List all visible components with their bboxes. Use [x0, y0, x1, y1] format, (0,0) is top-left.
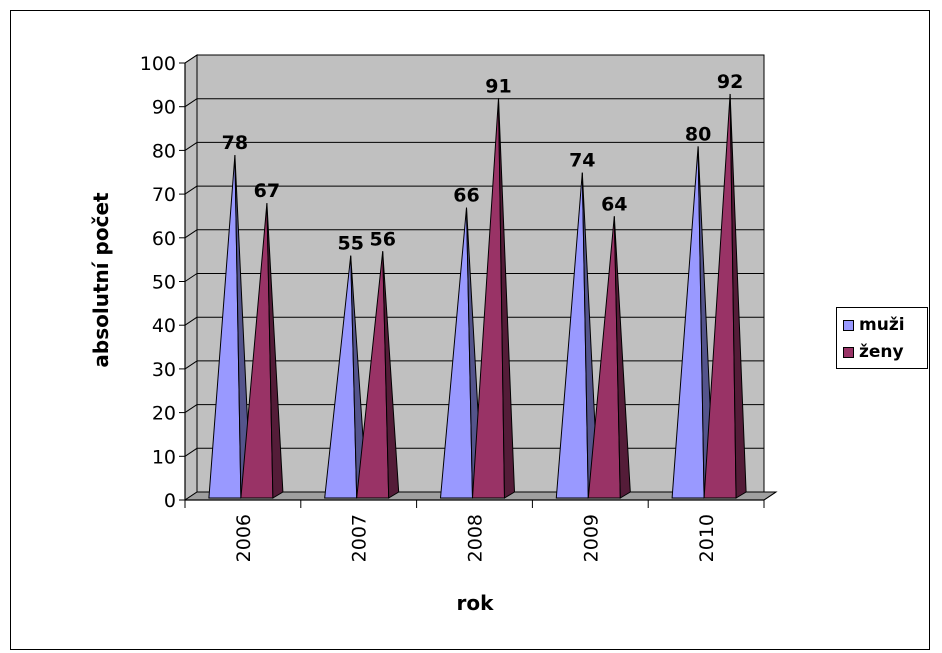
- data-label: 56: [369, 228, 395, 250]
- data-label: 74: [569, 150, 595, 172]
- y-tick-label: 80: [152, 140, 176, 162]
- gridline-side: [184, 229, 198, 239]
- pyramid-side-face: [382, 251, 400, 499]
- data-label: 66: [453, 185, 479, 207]
- pyramid-bar: [587, 216, 631, 499]
- data-label: 64: [601, 193, 627, 215]
- gridline-side: [184, 360, 198, 370]
- x-tick-label: 2007: [349, 514, 371, 562]
- gridline-side: [184, 185, 198, 195]
- y-tick-label: 60: [152, 228, 176, 250]
- pyramid-side-face: [498, 98, 516, 499]
- y-tick-label: 20: [152, 403, 176, 425]
- y-tick-label: 50: [152, 272, 176, 294]
- y-tick-label: 10: [152, 446, 176, 468]
- legend-item-zeny: ženy: [843, 341, 904, 363]
- pyramid-bar: [703, 93, 747, 499]
- gridline-side: [184, 98, 198, 108]
- y-tick-label: 40: [152, 315, 176, 337]
- axes: [179, 62, 777, 508]
- x-axis-title: rok: [457, 591, 495, 615]
- data-label: 78: [222, 132, 248, 154]
- legend-label-muzi: muži: [859, 315, 905, 335]
- data-label: 92: [717, 71, 743, 93]
- x-tick-label: 2010: [696, 514, 718, 562]
- x-tick-labels: 2006 2007 2008 2009 2010: [233, 514, 718, 562]
- legend-swatch-muzi: [843, 319, 854, 331]
- gridline-side: [184, 447, 198, 457]
- floor-edge: [763, 491, 777, 501]
- y-tick-label: 0: [164, 490, 176, 512]
- gridline-side: [184, 273, 198, 282]
- y-tick-labels: 0 10 20 30 40 50 60 70 80 90 100: [140, 53, 176, 512]
- pyramid-bar: [356, 251, 400, 499]
- data-label: 80: [685, 123, 711, 145]
- y-tick-label: 70: [152, 184, 176, 206]
- legend-swatch-zeny: [843, 346, 854, 358]
- y-axis-title: absolutní počet: [89, 192, 113, 368]
- x-tick-label: 2008: [465, 514, 487, 562]
- data-label: 55: [337, 233, 363, 255]
- gridline-side: [184, 316, 198, 326]
- legend-item-muzi: muži: [843, 314, 905, 336]
- pyramid-side-face: [729, 93, 747, 499]
- y-tick-label: 30: [152, 359, 176, 381]
- data-label: 91: [485, 75, 511, 97]
- pyramid-side-face: [266, 203, 284, 499]
- x-tick-label: 2009: [580, 514, 602, 562]
- pyramid-side-face: [613, 216, 631, 499]
- pyramid-bar: [208, 155, 252, 499]
- pyramid-bar: [240, 203, 284, 499]
- data-label: 67: [254, 180, 280, 202]
- gridline-side: [184, 404, 198, 414]
- pyramid-bars: [208, 93, 747, 499]
- gridline-side: [184, 141, 198, 151]
- y-tick-label: 90: [152, 97, 176, 119]
- legend-label-zeny: ženy: [859, 342, 904, 362]
- x-tick-label: 2006: [233, 514, 255, 562]
- data-labels: 78 67 55 56 66 91 74 64 80 92: [222, 71, 744, 255]
- y-tick-label: 100: [140, 53, 176, 75]
- legend: muži ženy: [836, 307, 928, 369]
- pyramid-bar: [471, 98, 516, 499]
- gridline-side: [184, 54, 198, 64]
